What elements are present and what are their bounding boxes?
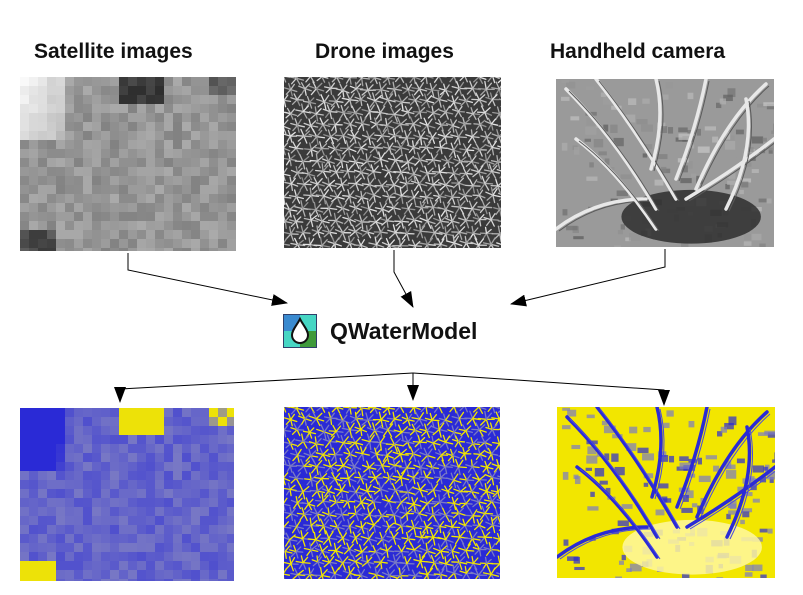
model-block: QWaterModel (283, 313, 477, 349)
arrow-model-to-satellite-map (114, 372, 414, 403)
handheld-camera-label: Handheld camera (550, 40, 726, 63)
water-drop-icon (283, 314, 317, 348)
arrow-satellite-to-model (127, 253, 288, 306)
satellite-image (20, 77, 236, 251)
arrow-handheld-to-model (510, 249, 666, 307)
handheld-water-map (557, 407, 775, 578)
satellite-water-map (20, 408, 234, 581)
arrow-drone-to-model (393, 250, 414, 308)
drone-image (284, 77, 501, 248)
drone-water-map (284, 407, 500, 579)
satellite-images-label: Satellite images (34, 40, 193, 63)
handheld-camera-image (556, 79, 774, 247)
arrow-model-to-handheld-map (412, 372, 670, 406)
model-name: QWaterModel (330, 317, 478, 344)
drone-images-label: Drone images (315, 40, 454, 63)
